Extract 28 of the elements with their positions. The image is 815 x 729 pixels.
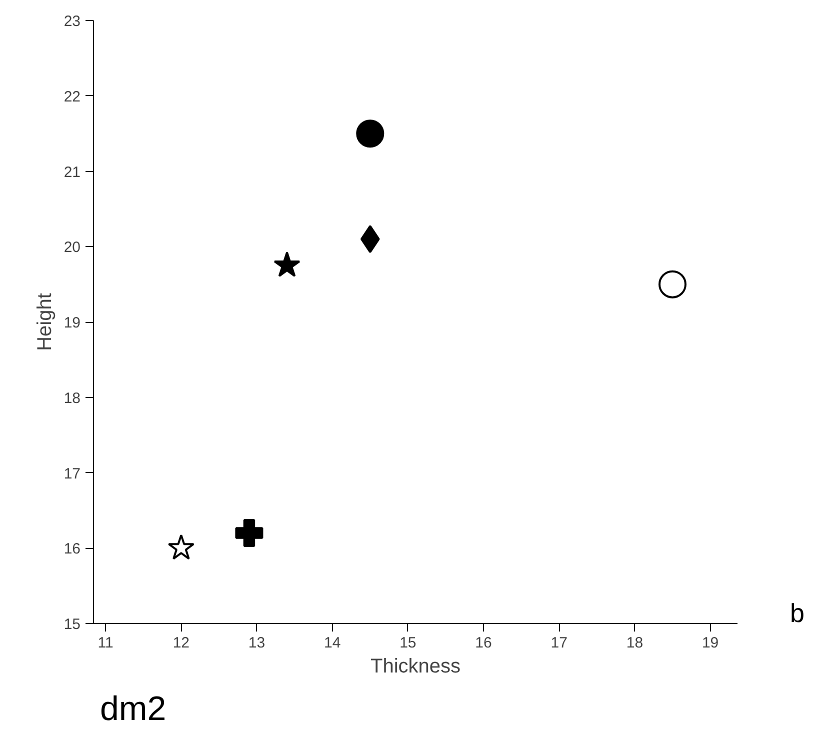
x-tick-label: 12: [172, 634, 190, 652]
point: [356, 120, 384, 148]
x-tick-label: 13: [248, 634, 266, 652]
y-tick-label: 19: [64, 314, 81, 332]
x-tick-label: 18: [626, 634, 644, 652]
x-tick-label: 16: [475, 634, 492, 652]
point: [360, 225, 380, 254]
y-tick-label: 23: [64, 13, 81, 30]
point: [235, 519, 264, 548]
point: [168, 534, 195, 560]
y-tick-label: 16: [64, 540, 81, 558]
x-tick-label: 11: [98, 634, 114, 652]
point: [658, 270, 686, 298]
x-tick-label: 14: [324, 634, 341, 652]
x-tick-label: 17: [550, 634, 568, 652]
point: [274, 251, 300, 277]
y-tick-label: 22: [64, 88, 81, 106]
x-tick-label: 19: [702, 634, 719, 652]
y-tick-label: 18: [64, 390, 81, 407]
x-axis-title: Thickness: [370, 656, 461, 678]
y-tick-label: 17: [64, 465, 81, 482]
y-tick-label: 20: [64, 239, 81, 256]
text: b: [790, 597, 804, 630]
text: dm2: [100, 689, 166, 729]
y-axis-title: Height: [34, 292, 56, 351]
x-tick-label: 15: [400, 634, 416, 652]
y-tick-label: 15: [64, 616, 81, 633]
y-tick-label: 21: [64, 164, 81, 181]
